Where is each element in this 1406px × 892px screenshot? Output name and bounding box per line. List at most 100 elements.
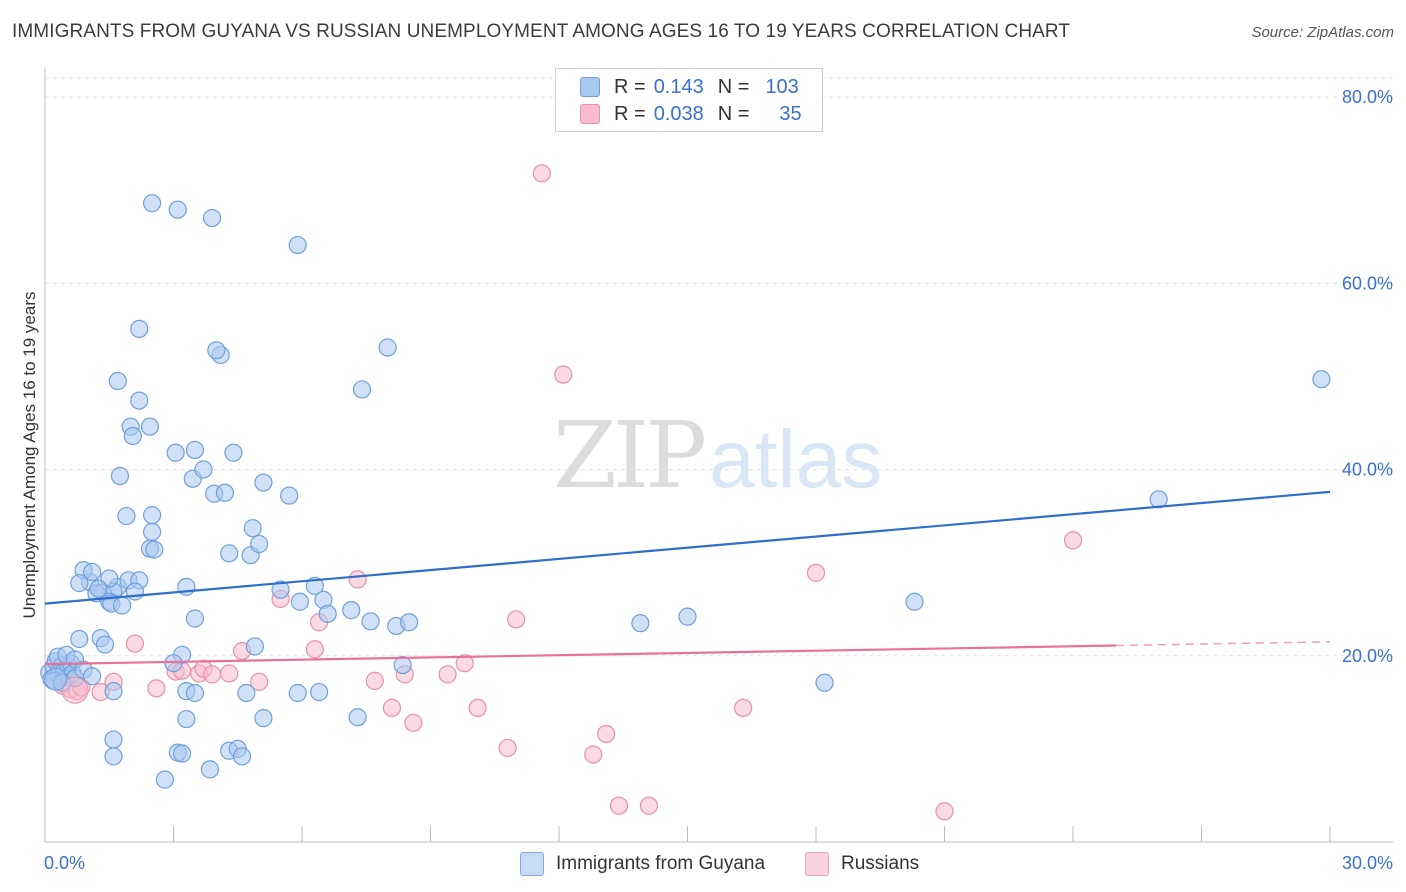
y-tick-label: 40.0% (1342, 460, 1393, 480)
guyana-point (202, 208, 222, 228)
russians-point (806, 563, 826, 582)
guyana-point (140, 417, 160, 436)
guyana-point (237, 683, 256, 703)
russians-point (734, 698, 753, 718)
guyana-point (112, 596, 132, 615)
y-tick-label: 20.0% (1342, 646, 1393, 666)
russians-point (438, 665, 457, 684)
russians-point (507, 610, 526, 629)
trend-line-russians-extension (1115, 641, 1331, 647)
guyana-point (352, 380, 372, 399)
guyana-point (164, 654, 183, 673)
guyana-point (245, 637, 264, 656)
guyana-point (108, 371, 127, 391)
guyana-point (117, 506, 136, 526)
guyana-point (254, 473, 273, 492)
legend-item-guyana[interactable]: Immigrants from Guyana (520, 852, 765, 876)
russians-point (305, 640, 324, 659)
russians-point (584, 745, 603, 764)
russians-point (404, 713, 423, 732)
guyana-point (815, 673, 834, 692)
legend-row-guyana: R = 0.143 N = 103 (580, 75, 799, 99)
chart-title: IMMIGRANTS FROM GUYANA VS RUSSIAN UNEMPL… (12, 21, 1071, 42)
russians-point (125, 634, 145, 653)
legend-swatch-guyana (520, 852, 544, 876)
legend-item-russians[interactable]: Russians (805, 852, 919, 876)
guyana-point (378, 338, 397, 357)
legend-n-value: 35 (779, 102, 802, 125)
watermark-atlas: atlas (709, 414, 883, 505)
legend-r-value: 0.143 (653, 75, 704, 98)
russians-point (468, 698, 487, 718)
guyana-point (125, 582, 145, 601)
guyana-point (83, 562, 102, 582)
y-axis-label: Unemployment Among Ages 16 to 19 years (20, 291, 39, 619)
guyana-point (172, 744, 192, 763)
russians-point (498, 738, 517, 758)
legend-label-guyana: Immigrants from Guyana (556, 853, 766, 874)
watermark-zip: ZIP (553, 402, 707, 509)
guyana-point (220, 544, 239, 563)
guyana-point (310, 682, 329, 702)
x-tick-label-max: 30.0% (1342, 853, 1393, 873)
guyana-point (288, 235, 307, 255)
guyana-point (254, 709, 273, 728)
guyana-point (95, 635, 115, 654)
guyana-point (905, 592, 924, 611)
guyana-point (142, 506, 162, 525)
guyana-point (83, 667, 102, 686)
guyana-point (200, 760, 220, 779)
guyana-point (177, 709, 196, 729)
legend-swatch-russians (805, 852, 829, 876)
guyana-point (318, 604, 337, 623)
legend-row-russians: R = 0.038 N = 35 (580, 102, 802, 126)
y-tick-label: 60.0% (1342, 273, 1393, 293)
x-tick-label-min: 0.0% (44, 853, 85, 873)
guyana-point (155, 770, 175, 789)
guyana-point (166, 443, 185, 462)
guyana-point (104, 682, 123, 701)
guyana-point (1312, 370, 1331, 389)
russians-point (202, 665, 222, 684)
guyana-point (280, 486, 299, 505)
source-credit: Source: ZipAtlas.com (1251, 24, 1394, 41)
russians-point (220, 664, 239, 683)
russians-point (597, 724, 616, 744)
guyana-point (250, 534, 269, 554)
guyana-point (290, 592, 309, 611)
guyana-point (215, 483, 234, 502)
russians-point (61, 676, 89, 704)
legend-r-value: 0.038 (653, 102, 704, 125)
guyana-point (185, 683, 205, 703)
russians-point (532, 164, 551, 183)
series-legend: Immigrants from Guyana Russians (0, 852, 1406, 878)
guyana-point (168, 200, 187, 219)
legend-label-russians: Russians (841, 853, 920, 874)
stats-legend: R = 0.143 N = 103 R = 0.038 N = 35 (555, 68, 823, 132)
guyana-point (130, 391, 149, 410)
watermark: ZIPatlas (553, 410, 882, 502)
guyana-point (142, 194, 162, 213)
russians-point (147, 679, 166, 698)
guyana-point (89, 579, 108, 598)
guyana-point (243, 519, 262, 538)
guyana-point (342, 601, 361, 620)
y-tick-label: 80.0% (1342, 87, 1393, 107)
guyana-point (185, 609, 205, 628)
legend-swatch-guyana (580, 77, 600, 97)
russians-point (250, 672, 269, 691)
guyana-point (232, 747, 252, 766)
guyana-point (207, 341, 226, 360)
guyana-point (224, 443, 243, 462)
russians-point (1063, 531, 1083, 550)
legend-n-label: N = (717, 75, 750, 98)
legend-r-label: R = (614, 75, 646, 98)
legend-r-label: R = (614, 102, 646, 125)
guyana-point (70, 574, 89, 593)
guyana-point (130, 319, 149, 338)
legend-swatch-russians (580, 104, 600, 124)
trend-line-russians (44, 644, 1116, 666)
guyana-point (185, 440, 205, 460)
trend-line-guyana (44, 490, 1331, 605)
